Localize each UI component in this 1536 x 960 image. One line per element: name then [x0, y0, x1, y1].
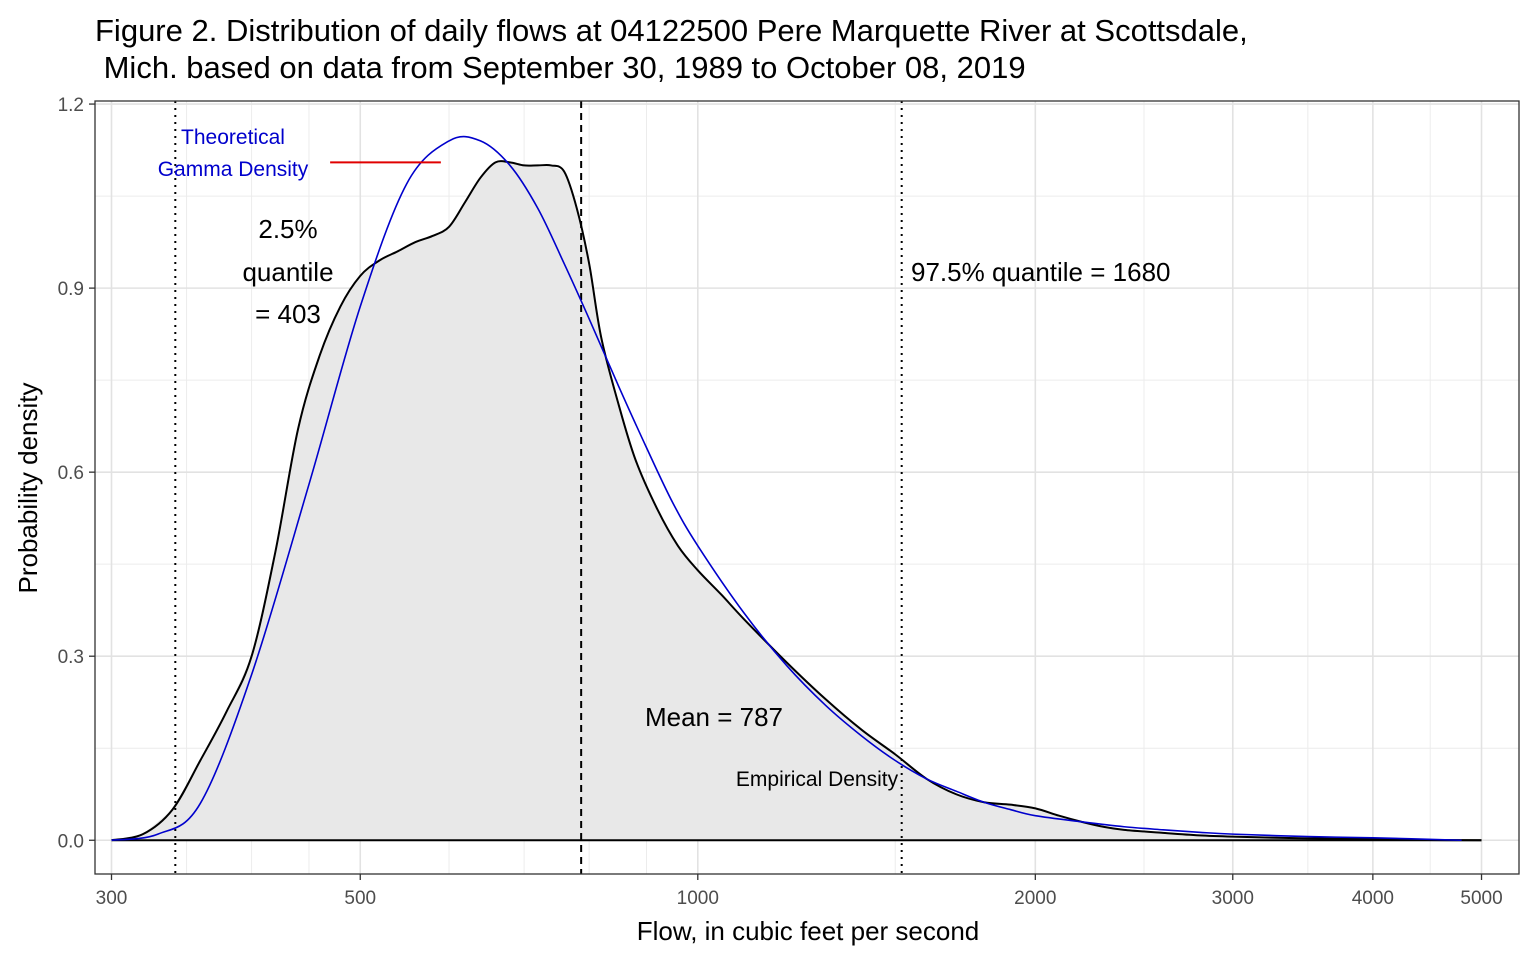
- plot-panel-border: [94, 100, 1520, 875]
- x-tick-label: 1000: [677, 888, 719, 909]
- x-axis-title: Flow, in cubic feet per second: [637, 916, 980, 946]
- x-tick-label: 500: [344, 888, 376, 909]
- y-tick-label: 0.0: [58, 831, 84, 852]
- quantile-low-annotation: quantile: [242, 257, 333, 287]
- quantile-low-annotation: = 403: [255, 299, 321, 329]
- density-curves: [111, 135, 1482, 842]
- annotations: 2.5% quantile = 403 Theoretical Gamma Densit…: [158, 126, 1171, 791]
- y-tick-label: 1.2: [58, 95, 84, 116]
- x-tick-label: 4000: [1352, 888, 1394, 909]
- chart-title: Figure 2. Distribution of daily flows at…: [95, 13, 1248, 48]
- density-areas: [111, 162, 1482, 841]
- empirical-density-label: Empirical Density: [736, 768, 899, 791]
- x-tick-label: 2000: [1014, 888, 1056, 909]
- y-axis: 0.0 0.3 0.6 0.9 1.2: [58, 95, 95, 852]
- mean-annotation: Mean = 787: [645, 702, 783, 732]
- reference-lines: [174, 101, 903, 874]
- y-tick-label: 0.3: [58, 647, 84, 668]
- x-tick-label: 5000: [1460, 888, 1502, 909]
- x-axis: 300 500 1000 2000 3000 4000 5000: [96, 874, 1503, 909]
- y-axis-title: Probability density: [13, 383, 43, 594]
- x-tick-label: 3000: [1212, 888, 1254, 909]
- y-tick-label: 0.9: [58, 279, 84, 300]
- x-tick-label: 300: [96, 888, 128, 909]
- theoretical-gamma-label: Gamma Density: [158, 158, 309, 181]
- quantile-low-annotation: 2.5%: [258, 214, 317, 244]
- gamma-density-line: [111, 135, 1462, 842]
- chart-subtitle: Mich. based on data from September 30, 1…: [95, 50, 1026, 85]
- quantile-high-annotation: 97.5% quantile = 1680: [911, 257, 1171, 287]
- y-tick-label: 0.6: [58, 463, 84, 484]
- empirical-density-area: [111, 162, 1482, 841]
- theoretical-gamma-label: Theoretical: [181, 126, 285, 149]
